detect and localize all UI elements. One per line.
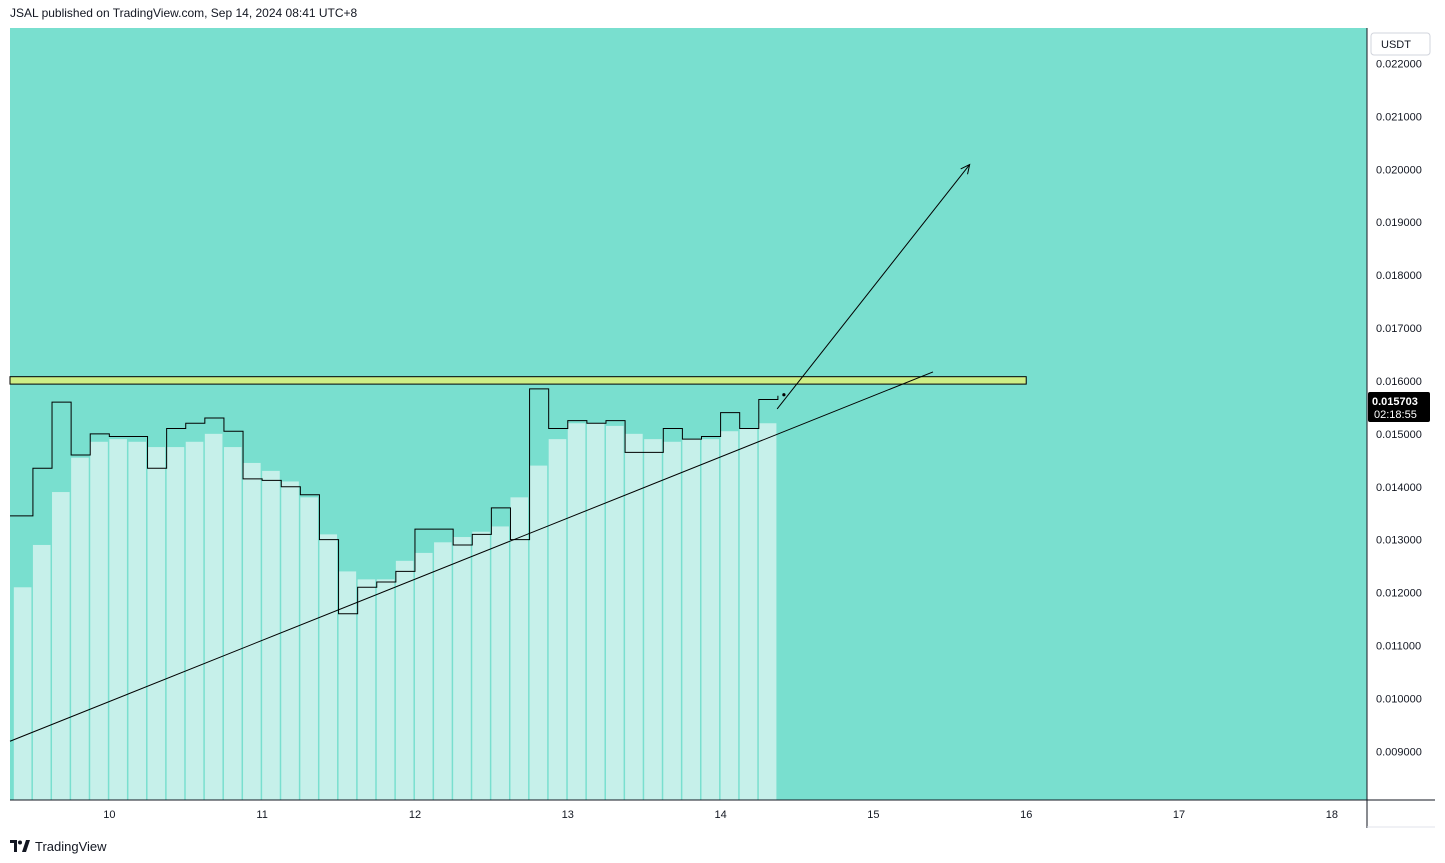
- bar: [395, 560, 414, 800]
- bar: [720, 431, 739, 800]
- time-tick-label: 13: [562, 809, 574, 821]
- bar: [262, 470, 280, 800]
- bar: [71, 457, 89, 800]
- price-tick-label: 0.019000: [1376, 217, 1422, 229]
- time-tick-label: 16: [1020, 809, 1032, 821]
- bar: [434, 542, 452, 800]
- price-tick-label: 0.014000: [1376, 482, 1422, 494]
- last-price-value: 0.015703: [1372, 396, 1418, 408]
- tradingview-logo-icon: [10, 840, 30, 852]
- arrow-head[interactable]: [960, 163, 971, 175]
- bar: [548, 439, 567, 800]
- brand-name: TradingView: [35, 838, 107, 854]
- time-tick-label: 15: [867, 809, 879, 821]
- bar-series: [13, 423, 777, 800]
- step-line-series: [10, 388, 779, 615]
- bar: [13, 587, 32, 800]
- price-axis-ticks: 0.022000 0.021000 0.020000 0.019000 0.018000…: [1376, 58, 1422, 758]
- bar: [529, 465, 548, 800]
- bar: [166, 447, 185, 800]
- time-tick-label: 17: [1173, 809, 1185, 821]
- price-tick-label: 0.020000: [1376, 164, 1422, 176]
- time-tick-label: 11: [256, 809, 267, 821]
- bar: [52, 492, 70, 800]
- currency-button[interactable]: USDT: [1370, 32, 1431, 56]
- bar: [739, 428, 758, 800]
- bar: [243, 462, 261, 800]
- price-tick-label: 0.010000: [1376, 693, 1422, 705]
- last-value-dot: [782, 393, 786, 397]
- bar: [338, 571, 357, 800]
- price-tick-label: 0.009000: [1376, 746, 1422, 758]
- price-tick-label: 0.013000: [1376, 535, 1422, 547]
- price-tick-label: 0.011000: [1376, 640, 1421, 652]
- time-axis-background[interactable]: [10, 800, 1435, 828]
- currency-label: USDT: [1381, 39, 1411, 51]
- bar: [32, 544, 51, 800]
- price-tick-label: 0.012000: [1376, 588, 1422, 600]
- bar: [510, 497, 529, 800]
- bar: [281, 481, 299, 800]
- time-axis-ticks: 10 11 12 13 14 15 16 17 18: [103, 809, 1338, 821]
- time-tick-label: 14: [714, 809, 726, 821]
- price-tick-label: 0.016000: [1376, 376, 1422, 388]
- bar: [567, 423, 586, 800]
- bar: [625, 433, 643, 800]
- bar: [223, 447, 242, 800]
- time-tick-label: 12: [409, 809, 421, 821]
- footer: TradingView: [10, 837, 107, 855]
- bar: [185, 441, 204, 800]
- resistance-zone[interactable]: [9, 376, 1027, 385]
- bar: [605, 425, 624, 800]
- bar: [90, 441, 108, 800]
- bar: [300, 497, 318, 800]
- bar: [376, 579, 395, 800]
- bar: [109, 439, 127, 800]
- publisher-line: JSAL published on TradingView.com, Sep 1…: [10, 6, 358, 20]
- bar-countdown: 02:18:55: [1374, 409, 1417, 421]
- bar: [204, 433, 223, 800]
- price-tick-label: 0.021000: [1376, 111, 1422, 123]
- bar: [586, 423, 605, 800]
- bar: [472, 531, 490, 800]
- price-tick-label: 0.022000: [1376, 58, 1422, 70]
- bar: [701, 439, 720, 800]
- price-tick-label: 0.017000: [1376, 323, 1422, 335]
- bar: [453, 537, 471, 800]
- arrow-shaft[interactable]: [776, 164, 971, 410]
- bar: [319, 534, 338, 800]
- bar: [414, 552, 433, 800]
- bar: [758, 423, 777, 800]
- price-tick-label: 0.015000: [1376, 429, 1422, 441]
- projection-arrow[interactable]: [776, 163, 971, 410]
- bar: [682, 439, 700, 800]
- bar: [663, 441, 681, 800]
- trend-line[interactable]: [9, 371, 934, 742]
- bar: [357, 579, 376, 800]
- bar: [491, 526, 509, 800]
- price-tick-label: 0.018000: [1376, 270, 1422, 282]
- bar: [128, 441, 147, 800]
- bar: [644, 439, 662, 800]
- last-price-badge: 0.015703 02:18:55: [1368, 392, 1430, 422]
- time-tick-label: 10: [103, 809, 115, 821]
- time-tick-label: 18: [1326, 809, 1338, 821]
- bar: [147, 447, 166, 800]
